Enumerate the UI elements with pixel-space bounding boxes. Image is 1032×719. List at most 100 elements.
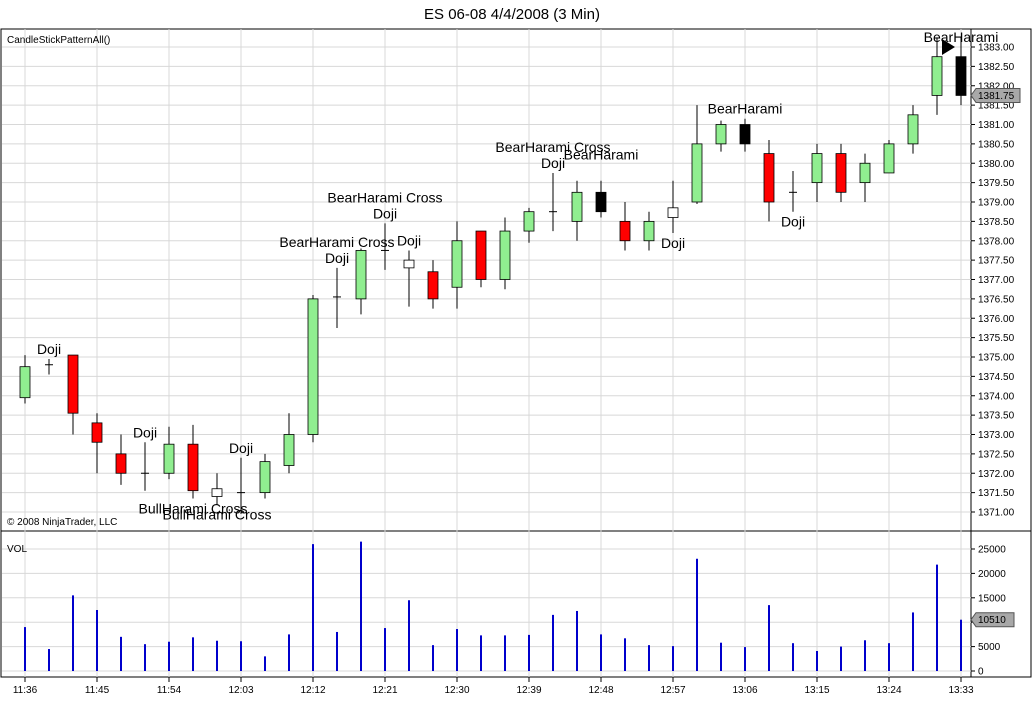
candle-body [187,443,199,492]
price-tick-label: 1377.50 [978,256,1015,267]
price-tick-label: 1375.00 [978,353,1015,364]
candle-body [907,114,919,145]
candle [427,260,439,309]
candle [19,355,31,404]
last-price-label: 1381.75 [978,91,1015,102]
candle-body [763,153,775,203]
candle-body [163,443,175,474]
candle [283,413,295,474]
candle-body [91,422,103,443]
price-tick-label: 1378.00 [978,236,1015,247]
candle [789,171,797,212]
candle-body [67,354,79,414]
price-tick-label: 1381.00 [978,120,1015,131]
candle [381,223,389,270]
candle-body [619,220,631,242]
last-volume-label: 10510 [978,615,1006,626]
candle [883,140,895,174]
candles [19,37,967,514]
candle [91,413,103,474]
last-volume-marker: 10510 [970,612,1015,628]
pattern-label: BullHarami Cross [139,500,248,516]
candle [307,295,319,443]
volume-tick-label: 20000 [978,569,1006,580]
candle [955,37,967,106]
candle-body [955,56,967,96]
price-axis-labels: 1383.00 1382.50 1382.00 1381.50 1381.00 1380.… [971,43,1015,519]
pattern-label: Doji [229,440,253,456]
time-tick-label: 12:57 [660,685,685,696]
time-tick-label: 13:15 [804,685,829,696]
candle [141,442,149,491]
candle [403,250,415,307]
candle-body [643,220,655,242]
price-tick-label: 1382.00 [978,81,1015,92]
candle-body [715,124,727,145]
candle-body [667,207,679,218]
time-axis-labels: 11:36 11:45 11:54 12:03 12:12 12:21 12:30 12:39… [13,677,974,696]
window-title: ES 06-08 4/4/2008 (3 Min) [424,6,600,23]
price-tick-label: 1378.50 [978,217,1015,228]
candle-body [355,250,367,300]
candle-body [571,191,583,222]
time-tick-label: 13:06 [732,685,757,696]
candle [907,105,919,154]
time-tick-label: 12:30 [444,685,469,696]
candle-body [259,461,271,494]
candle-body [859,162,871,184]
pattern-label: Doji [661,235,685,251]
time-tick-label: 13:24 [876,685,901,696]
grid-lines [2,29,971,677]
candle-body [595,191,607,213]
candle [45,358,53,375]
volume-panel[interactable] [0,530,1032,678]
time-tick-label: 12:21 [372,685,397,696]
price-tick-label: 1371.50 [978,488,1015,499]
candle [549,172,557,232]
price-tick-label: 1372.00 [978,469,1015,480]
time-tick-label: 12:39 [516,685,541,696]
volume-tick-label: 5000 [978,642,1001,653]
candle [859,153,871,202]
candle-body [739,124,751,145]
time-tick-label: 13:33 [948,685,973,696]
candle [451,221,463,309]
price-tick-label: 1379.00 [978,198,1015,209]
price-tick-label: 1376.50 [978,294,1015,305]
volume-bars [24,541,962,671]
pattern-label: Doji [373,205,397,221]
pattern-label: BearHarami Cross [327,189,442,205]
candle [763,140,775,222]
candle-body [523,211,535,232]
price-tick-label: 1372.50 [978,449,1015,460]
price-tick-label: 1373.50 [978,411,1015,422]
candle-body [451,240,463,288]
price-tick-label: 1376.00 [978,314,1015,325]
price-tick-label: 1380.00 [978,159,1015,170]
candle [667,180,679,233]
copyright-text: © 2008 NinjaTrader, LLC [7,517,117,528]
pattern-label: BearHarami Cross [495,139,610,155]
candle [259,453,271,499]
candle-body [403,259,415,269]
indicator-label: CandleStickPatternAll() [7,35,110,46]
candle-body [307,298,319,435]
candle-body [883,143,895,174]
time-tick-label: 11:54 [157,685,182,696]
pattern-label: BearHarami [708,101,783,117]
pattern-label: Doji [541,155,565,171]
candle-body [283,434,295,466]
candle [595,180,607,218]
volume-label: VOL [7,544,27,555]
candle-body [427,271,439,300]
price-tick-label: 1377.00 [978,275,1015,286]
candle [643,211,655,251]
pattern-label: Doji [325,250,349,266]
volume-tick-label: 25000 [978,545,1006,556]
candle-body [475,230,487,280]
candle [523,207,535,243]
candle [67,354,79,435]
pattern-label: Doji [133,424,157,440]
